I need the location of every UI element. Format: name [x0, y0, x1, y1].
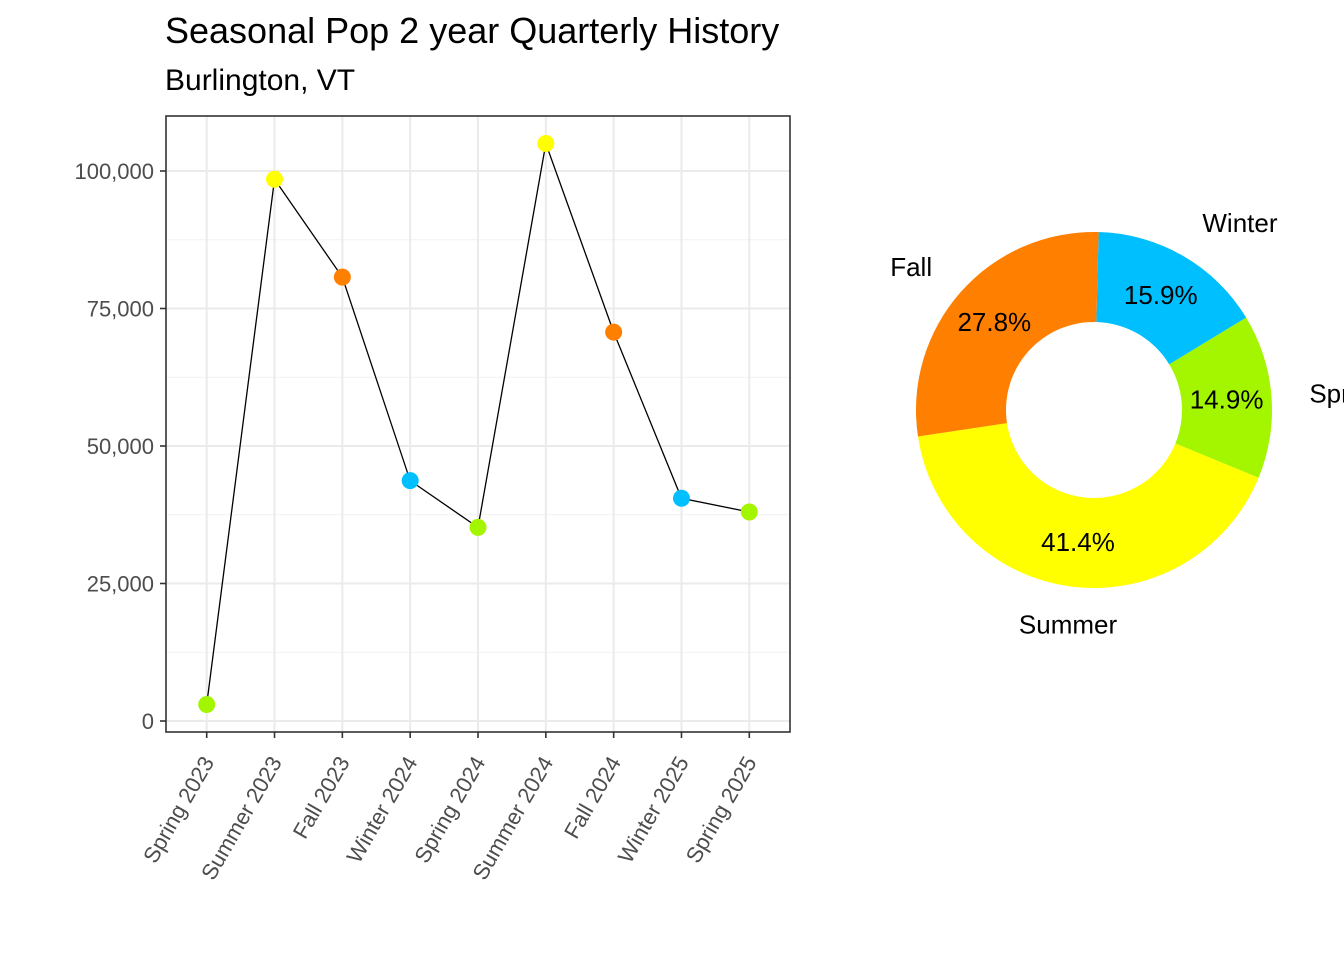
chart-subtitle: Burlington, VT — [165, 64, 356, 97]
y-tick-label: 75,000 — [87, 297, 154, 322]
x-tick-label: Spring 2023 — [138, 752, 219, 867]
x-tick-label: Spring 2024 — [409, 752, 490, 867]
y-tick-label: 50,000 — [87, 434, 154, 459]
chart-title: Seasonal Pop 2 year Quarterly History — [165, 10, 780, 51]
donut-chart: 15.9% Winter 14.9% Spring 41.4% Summer 27.8% Fa… — [890, 208, 1344, 639]
slice-percent-label: 15.9% — [1124, 280, 1198, 310]
x-tick-label: Spring 2025 — [681, 752, 762, 867]
donut-slice — [916, 231, 1099, 437]
donut-slice — [1096, 232, 1247, 365]
slice-percent-label: 41.4% — [1041, 527, 1115, 557]
x-tick-label: Winter 2024 — [342, 752, 423, 867]
slice-category-label: Spring — [1309, 378, 1344, 408]
donut-slice — [917, 423, 1259, 589]
data-point — [333, 268, 351, 286]
x-tick-label: Winter 2025 — [613, 752, 694, 867]
slice-percent-label: 27.8% — [957, 307, 1031, 337]
data-point — [469, 518, 487, 536]
slice-category-label: Fall — [890, 252, 932, 282]
data-point — [266, 170, 284, 188]
data-point — [198, 696, 216, 713]
y-tick-label: 0 — [142, 709, 154, 734]
data-point — [537, 135, 555, 152]
data-point — [740, 503, 758, 521]
slice-percent-label: 14.9% — [1190, 385, 1264, 415]
x-tick-label: Fall 2024 — [559, 752, 626, 843]
y-tick-label: 100,000 — [74, 159, 154, 184]
donut-slice — [1169, 317, 1273, 478]
data-point — [672, 489, 690, 507]
y-tick-label: 25,000 — [87, 572, 154, 597]
data-point — [401, 472, 419, 490]
data-point — [605, 323, 623, 341]
slice-category-label: Winter — [1202, 208, 1277, 238]
slice-category-label: Summer — [1019, 609, 1118, 639]
x-tick-label: Fall 2023 — [288, 752, 355, 843]
